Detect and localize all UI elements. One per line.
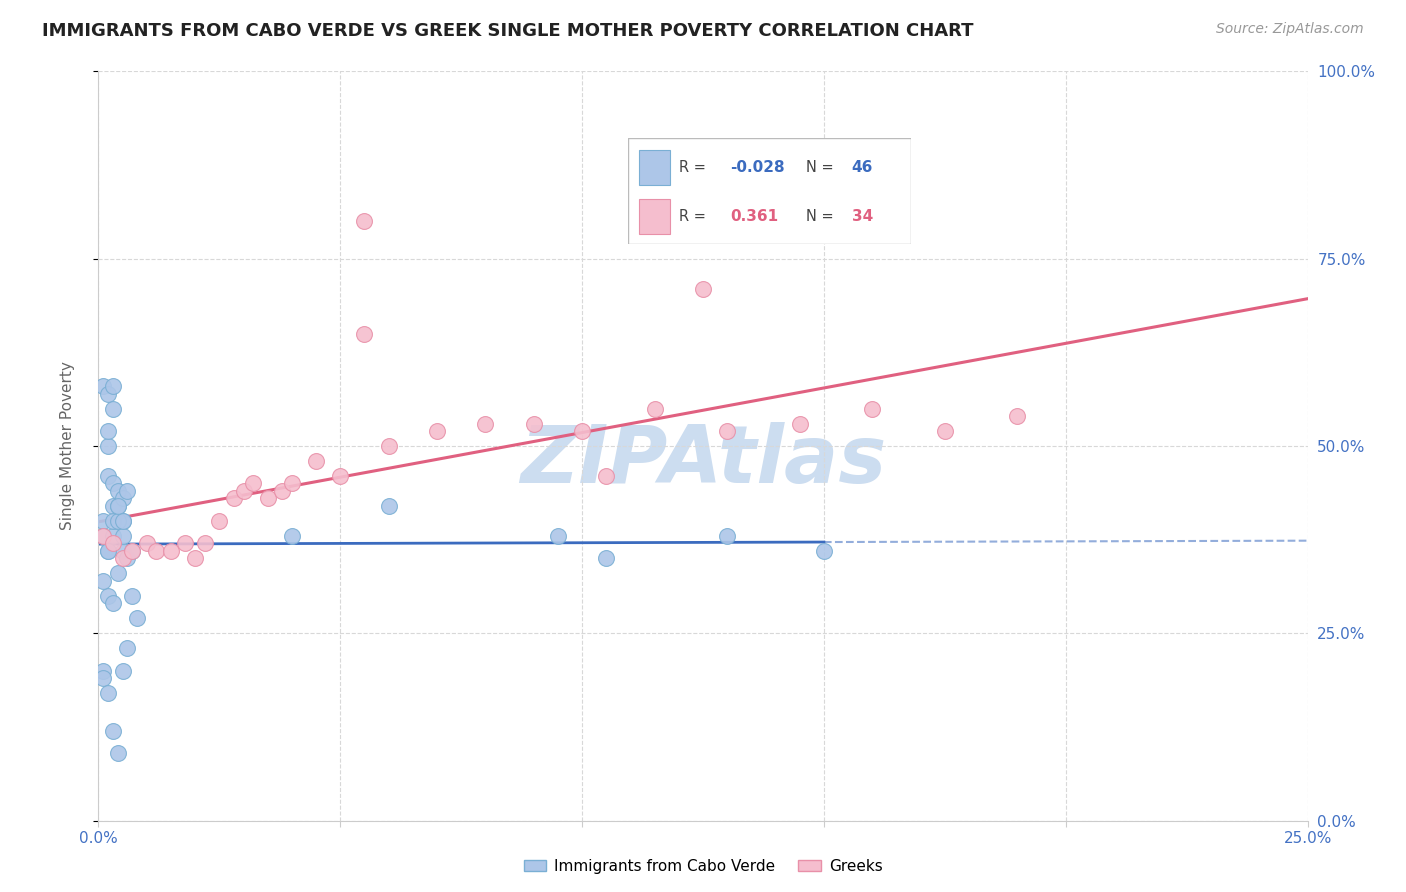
Text: R =: R = — [679, 209, 706, 224]
Point — [860, 401, 883, 416]
Point — [208, 514, 231, 528]
Point — [91, 574, 114, 588]
Point — [107, 746, 129, 760]
Point — [232, 483, 254, 498]
Text: Source: ZipAtlas.com: Source: ZipAtlas.com — [1216, 22, 1364, 37]
Point — [644, 401, 666, 416]
Text: 46: 46 — [852, 160, 873, 175]
Point — [135, 536, 157, 550]
Point — [281, 529, 304, 543]
Point — [222, 491, 245, 506]
Point — [329, 469, 352, 483]
Point — [107, 499, 129, 513]
Text: ZIPAtlas: ZIPAtlas — [520, 422, 886, 500]
Point — [305, 454, 328, 468]
FancyBboxPatch shape — [628, 138, 911, 244]
Point — [194, 536, 217, 550]
Point — [111, 551, 134, 566]
Point — [271, 483, 294, 498]
Point — [97, 686, 120, 700]
Text: -0.028: -0.028 — [730, 160, 785, 175]
Point — [101, 514, 124, 528]
Point — [97, 544, 120, 558]
Point — [281, 476, 304, 491]
Point — [101, 596, 124, 610]
Point — [547, 529, 569, 543]
Point — [101, 536, 124, 550]
Point — [97, 424, 120, 438]
Point — [107, 514, 129, 528]
Point — [117, 641, 139, 656]
Text: N =: N = — [807, 209, 834, 224]
Point — [571, 424, 593, 438]
Point — [377, 439, 399, 453]
FancyBboxPatch shape — [640, 199, 671, 234]
Point — [101, 401, 124, 416]
Point — [117, 483, 139, 498]
Point — [101, 499, 124, 513]
Point — [789, 417, 811, 431]
Point — [111, 664, 134, 678]
Point — [91, 529, 114, 543]
Text: 0.361: 0.361 — [730, 209, 778, 224]
Point — [174, 536, 197, 550]
Point — [111, 514, 134, 528]
Point — [1007, 409, 1029, 423]
Point — [121, 544, 143, 558]
Point — [256, 491, 278, 506]
Point — [91, 671, 114, 685]
Text: R =: R = — [679, 160, 706, 175]
Point — [160, 544, 183, 558]
Point — [145, 544, 167, 558]
Point — [121, 544, 143, 558]
Point — [242, 476, 264, 491]
Point — [426, 424, 449, 438]
Point — [91, 379, 114, 393]
Point — [692, 282, 714, 296]
Legend: Immigrants from Cabo Verde, Greeks: Immigrants from Cabo Verde, Greeks — [517, 853, 889, 880]
Point — [107, 483, 129, 498]
Text: N =: N = — [807, 160, 834, 175]
Point — [97, 386, 120, 401]
Point — [111, 514, 134, 528]
Point — [353, 214, 375, 228]
Point — [91, 529, 114, 543]
Point — [101, 379, 124, 393]
Point — [127, 611, 149, 625]
Point — [353, 326, 375, 341]
Point — [97, 439, 120, 453]
Y-axis label: Single Mother Poverty: Single Mother Poverty — [60, 361, 75, 531]
Point — [184, 551, 207, 566]
Point — [595, 469, 617, 483]
Point — [474, 417, 496, 431]
Point — [107, 499, 129, 513]
Point — [934, 424, 956, 438]
Text: 34: 34 — [852, 209, 873, 224]
FancyBboxPatch shape — [640, 150, 671, 185]
Point — [716, 529, 738, 543]
Point — [813, 544, 835, 558]
Point — [101, 723, 124, 738]
Point — [111, 529, 134, 543]
Point — [111, 544, 134, 558]
Point — [107, 566, 129, 581]
Point — [97, 589, 120, 603]
Point — [595, 551, 617, 566]
Point — [97, 544, 120, 558]
Point — [121, 589, 143, 603]
Point — [91, 514, 114, 528]
Point — [117, 551, 139, 566]
Point — [91, 664, 114, 678]
Point — [377, 499, 399, 513]
Point — [97, 469, 120, 483]
Point — [101, 476, 124, 491]
Point — [111, 491, 134, 506]
Point — [716, 424, 738, 438]
Text: IMMIGRANTS FROM CABO VERDE VS GREEK SINGLE MOTHER POVERTY CORRELATION CHART: IMMIGRANTS FROM CABO VERDE VS GREEK SING… — [42, 22, 974, 40]
Point — [523, 417, 546, 431]
Point — [101, 529, 124, 543]
